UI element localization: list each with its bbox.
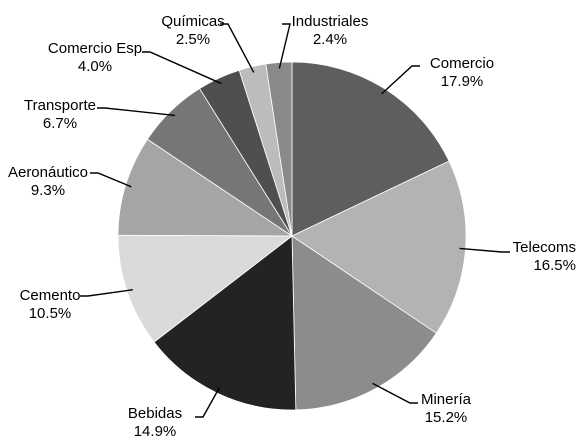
leader-line bbox=[97, 107, 176, 117]
leader-line bbox=[372, 382, 418, 404]
leader-line bbox=[80, 289, 133, 297]
slice-value-label: 6.7% bbox=[43, 115, 77, 132]
pie-slice-miner-a bbox=[291, 235, 437, 411]
slice-label: Comercio Esp bbox=[48, 40, 142, 57]
leader-line bbox=[381, 65, 420, 95]
slice-label: Cemento bbox=[20, 287, 81, 304]
slice-value-label: 16.5% bbox=[533, 257, 576, 274]
slice-value-label: 2.5% bbox=[176, 31, 210, 48]
slice-label: Comercio bbox=[430, 55, 494, 72]
slice-value-label: 17.9% bbox=[441, 73, 484, 90]
slice-label: Telecoms bbox=[513, 239, 576, 256]
leader-lines bbox=[80, 23, 510, 418]
leader-line bbox=[459, 247, 510, 253]
slice-value-label: 9.3% bbox=[31, 182, 65, 199]
slice-label: Aeronáutico bbox=[8, 164, 88, 181]
pie-slice-industriales bbox=[265, 61, 293, 237]
leader-line bbox=[195, 387, 221, 418]
slice-value-label: 14.9% bbox=[134, 423, 177, 439]
leader-line bbox=[278, 23, 291, 69]
leader-line bbox=[142, 51, 222, 85]
leader-line bbox=[90, 172, 132, 188]
slice-label: Bebidas bbox=[128, 405, 182, 422]
slice-value-label: 2.4% bbox=[313, 31, 347, 48]
slice-value-label: 10.5% bbox=[29, 305, 72, 322]
pie-slice-comercio bbox=[291, 61, 450, 237]
pie-slice-cemento bbox=[117, 234, 294, 343]
pie-slices bbox=[117, 61, 467, 411]
slice-value-label: 4.0% bbox=[78, 58, 112, 75]
leader-line bbox=[220, 23, 255, 73]
slice-value-label: 15.2% bbox=[425, 409, 468, 426]
slice-label: Minería bbox=[421, 391, 472, 408]
slice-label: Industriales bbox=[292, 13, 369, 30]
slice-label: Químicas bbox=[161, 13, 224, 30]
slice-label: Transporte bbox=[24, 97, 96, 114]
